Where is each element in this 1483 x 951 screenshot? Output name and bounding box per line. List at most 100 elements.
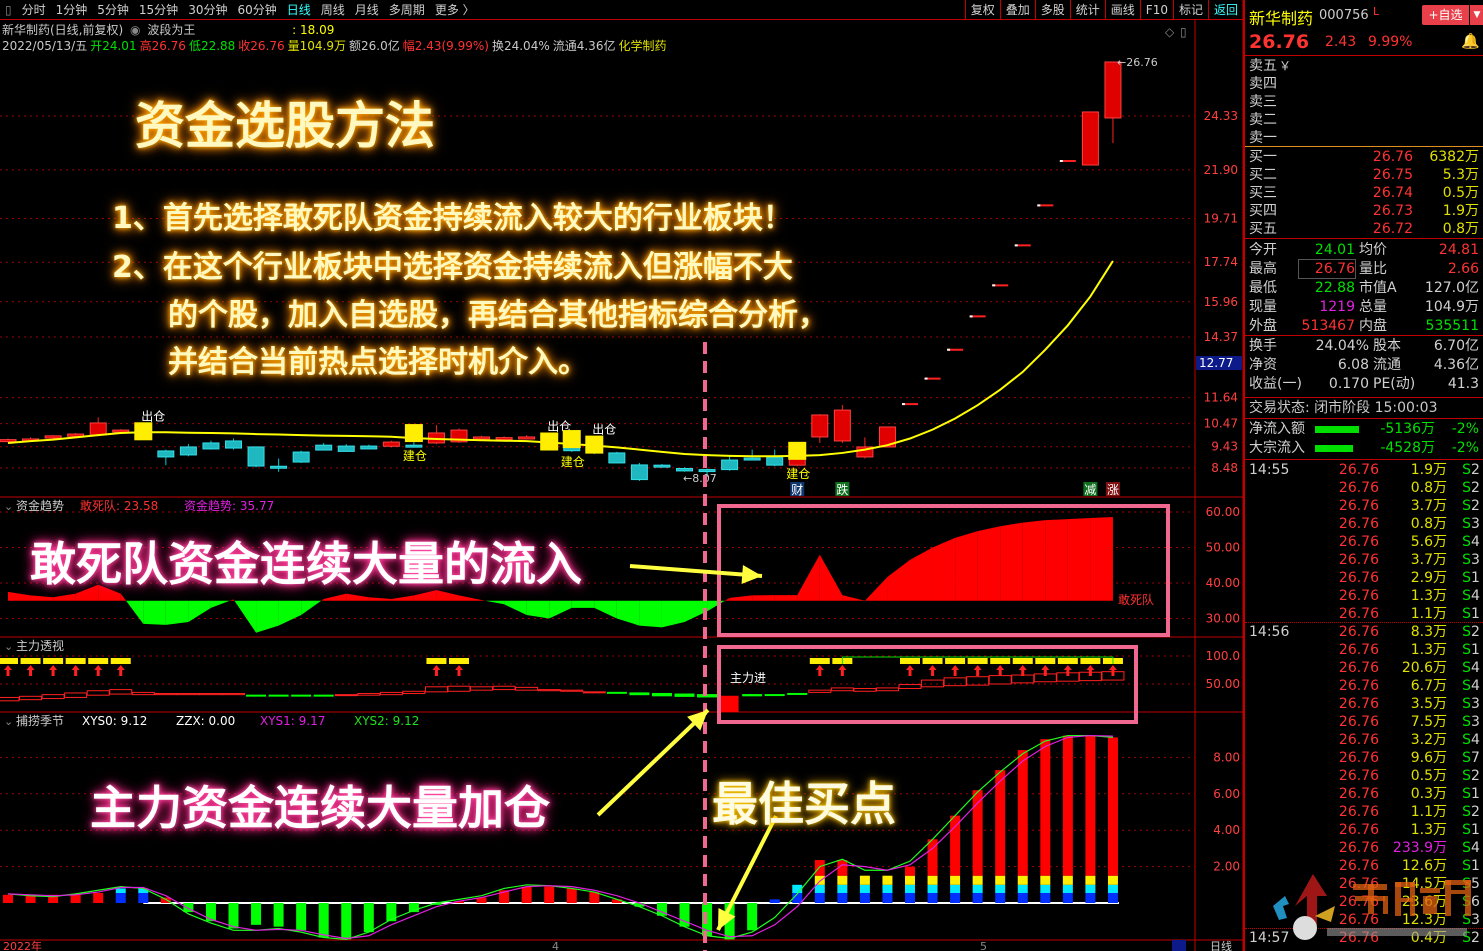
period-tab-5[interactable]: 60分钟 xyxy=(237,3,277,17)
high-price-label: ←26.76 xyxy=(1117,56,1158,69)
tick-price: 26.76 xyxy=(1338,786,1379,802)
pane4-line-xys1 xyxy=(7,734,1113,940)
panel-toggle-icon[interactable]: ▯ xyxy=(1180,25,1187,39)
tick-price: 26.76 xyxy=(1338,696,1379,712)
period-tab-10[interactable]: 更多 〉 xyxy=(434,3,475,17)
tick-price: 26.76 xyxy=(1338,678,1379,694)
tick-row: 26.76 1.3万 S 1 xyxy=(1249,641,1480,659)
period-tab-4[interactable]: 30分钟 xyxy=(188,3,228,17)
stat-value: 0.170 xyxy=(1328,376,1369,392)
period-tab-7[interactable]: 周线 xyxy=(320,3,345,17)
period-tab-8[interactable]: 月线 xyxy=(354,3,379,17)
flow-label: 净流入额 xyxy=(1249,421,1305,437)
pane-collapse-icon[interactable]: ⌄ xyxy=(4,640,13,653)
add-watchlist-button[interactable]: +自选 xyxy=(1422,5,1469,25)
layout-icon[interactable]: ▯ xyxy=(5,2,12,17)
indicator-dropdown-icon[interactable]: ◉ xyxy=(130,23,141,37)
tick-side: S xyxy=(1462,750,1471,766)
pane4-bar-green xyxy=(205,903,216,922)
period-tab-9[interactable]: 多周期 xyxy=(388,3,425,17)
ma-line xyxy=(7,260,1114,458)
pane4-bar-stack xyxy=(814,892,825,903)
pane4-bar-stack xyxy=(814,860,825,876)
candle-up-body xyxy=(833,409,851,442)
indicator-name[interactable]: 波段为王 xyxy=(147,23,196,37)
candle-down-body xyxy=(608,452,626,464)
stat-row-3: 现量 1219 总量 104.9万 xyxy=(1249,298,1479,316)
pane3-bar-red xyxy=(830,687,854,692)
pane4-bar-stack xyxy=(950,884,961,893)
signal-label: 出仓 xyxy=(141,409,165,423)
scroll-indicator[interactable] xyxy=(1172,940,1186,951)
toolbar-button-3[interactable]: 统计 xyxy=(1069,0,1105,20)
pane4-line-xys2 xyxy=(7,734,1113,941)
period-tab-1[interactable]: 1分钟 xyxy=(55,3,88,17)
toolbar-button-1[interactable]: 叠加 xyxy=(999,0,1035,20)
tick-count: 1 xyxy=(1471,606,1480,622)
toolbar-button-6[interactable]: 标记 xyxy=(1172,0,1208,20)
price-tick-label: 14.37 xyxy=(1204,330,1238,344)
toolbar-button-0[interactable]: 复权 xyxy=(964,0,1000,20)
tick-price: 26.76 xyxy=(1338,552,1379,568)
period-tab-0[interactable]: 分时 xyxy=(21,3,46,17)
pane3-bar-red xyxy=(86,690,110,696)
ask-row-2: 卖三 xyxy=(1249,93,1479,111)
tick-row: 26.76 3.7万 S 3 xyxy=(1249,551,1480,569)
tick-time xyxy=(1249,875,1319,893)
tick-row: 26.76 7.5万 S 3 xyxy=(1249,713,1480,731)
diamond-icon[interactable]: ◇ xyxy=(1165,25,1175,39)
pane3-bar-red xyxy=(537,689,561,692)
sector[interactable]: 化学制药 xyxy=(618,39,667,53)
pane4-bar-green xyxy=(431,903,442,905)
tick-price: 26.76 xyxy=(1338,858,1379,874)
overlay-line3: 的个股，加入自选股，再结合其他指标综合分析， xyxy=(168,298,828,333)
arrow-shaft xyxy=(596,708,710,817)
alert-bell-icon[interactable]: 🔔 xyxy=(1461,32,1480,50)
watchlist-dropdown-icon[interactable]: ▼ xyxy=(1470,5,1483,25)
pane3-bar-red xyxy=(154,693,178,696)
toolbar-button-4[interactable]: 画线 xyxy=(1104,0,1140,20)
tick-price: 26.76 xyxy=(1338,642,1379,658)
pane2-area xyxy=(120,593,127,601)
candle-down-body xyxy=(225,440,242,449)
pane-collapse-icon[interactable]: ⌄ xyxy=(4,500,13,513)
period-tab-2[interactable]: 5分钟 xyxy=(97,3,129,17)
tick-row: 26.76 233.9万 S 4 xyxy=(1249,839,1480,857)
event-badge[interactable] xyxy=(790,482,805,496)
arrow-head-icon xyxy=(687,710,708,731)
candle-up-body xyxy=(473,436,491,440)
up-arrow-icon xyxy=(815,665,824,676)
kline-chart[interactable]: 24.33 21.90 19.71 17.74 15.96 14.37 11.64 10.47… xyxy=(0,0,1243,951)
pane4-bar-stack xyxy=(1040,875,1051,885)
pane4-bar-stack xyxy=(859,884,870,893)
up-arrow-icon xyxy=(26,665,35,676)
toolbar-button-2[interactable]: 多股 xyxy=(1034,0,1070,20)
candle-up-body xyxy=(495,437,513,441)
toolbar-button-5[interactable]: F10 xyxy=(1139,0,1173,20)
annotation-arrow xyxy=(716,815,778,931)
low: 低22.88 xyxy=(188,39,236,53)
tick-count: 5 xyxy=(1471,876,1480,892)
pane3-bar-red xyxy=(402,690,426,695)
pane4-bar-green xyxy=(724,903,735,940)
event-badge[interactable] xyxy=(835,482,850,496)
pane-collapse-icon[interactable]: ⌄ xyxy=(4,715,13,728)
event-badge[interactable] xyxy=(1083,482,1098,496)
period-tab-6[interactable]: 日线 xyxy=(286,3,311,17)
close: 收26.76 xyxy=(238,39,285,53)
toolbar-button-7[interactable]: 返回 xyxy=(1207,0,1243,20)
pane4-bar-stack xyxy=(1085,884,1096,893)
tick-count: 4 xyxy=(1471,588,1480,604)
up-arrow-icon xyxy=(951,665,960,676)
event-badge[interactable] xyxy=(1105,482,1120,496)
pane2-area xyxy=(323,593,347,601)
pane4-bar-green xyxy=(183,903,194,913)
pane-header-text: 资金趋势 xyxy=(16,498,64,513)
overlay-zl-text: 主力资金连续大量加仓 xyxy=(90,781,550,835)
pane-header-text: XYS2: 9.12 xyxy=(354,714,419,728)
pane2-area xyxy=(724,597,730,601)
currency-icon: ￥ xyxy=(1279,59,1292,73)
tick-side: S xyxy=(1462,624,1471,640)
candle xyxy=(270,458,288,472)
period-tab-3[interactable]: 15分钟 xyxy=(138,3,179,17)
